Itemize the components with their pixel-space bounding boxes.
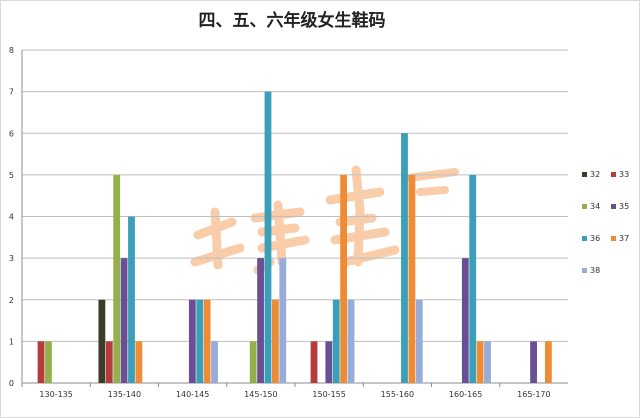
legend-label-35: 35 (619, 202, 629, 211)
legend-swatch-35 (611, 204, 616, 209)
bar-150-155-37 (340, 174, 348, 383)
legend-swatch-38 (582, 268, 587, 273)
y-tick-label: 1 (9, 337, 14, 346)
bar-165-170-37 (544, 341, 552, 383)
bar-145-150-38 (279, 258, 287, 383)
x-tick-label: 150-155 (312, 390, 345, 399)
legend-label-38: 38 (590, 266, 600, 275)
x-tick-label: 130-135 (39, 390, 72, 399)
bar-130-135-33 (37, 341, 45, 383)
legend-swatch-37 (611, 236, 616, 241)
bar-130-135-34 (45, 341, 52, 383)
y-tick-label: 4 (9, 213, 14, 222)
legend-label-36: 36 (590, 234, 600, 243)
y-tick-label: 7 (9, 88, 14, 97)
bar-160-165-35 (461, 258, 469, 383)
legend-label-33: 33 (619, 170, 629, 179)
chart-title: 四、五、六年级女生鞋码 (199, 10, 386, 31)
bar-135-140-32 (98, 299, 106, 383)
y-axis: 0 1 2 3 4 5 6 7 8 (9, 46, 23, 388)
bar-135-140-35 (120, 258, 128, 383)
bar-145-150-37 (271, 299, 279, 383)
x-tick-label: 140-145 (176, 390, 209, 399)
y-tick-label: 3 (9, 254, 14, 263)
legend-label-37: 37 (619, 234, 629, 243)
bar-140-145-35 (188, 299, 196, 383)
x-tick-label: 165-170 (517, 390, 550, 399)
x-tick-label: 160-165 (449, 390, 482, 399)
x-tick-label: 155-160 (381, 390, 414, 399)
legend-label-32: 32 (590, 170, 600, 179)
y-tick-label: 0 (9, 379, 14, 388)
bar-160-165-38 (484, 341, 491, 383)
bar-145-150-35 (257, 258, 264, 383)
legend-swatch-34 (582, 204, 587, 209)
legend: 32 33 34 35 36 37 38 (582, 170, 629, 275)
bar-140-145-37 (203, 299, 211, 383)
y-tick-label: 6 (9, 129, 14, 138)
bar-135-140-34 (113, 174, 121, 383)
legend-swatch-33 (611, 172, 616, 177)
y-tick-label: 8 (9, 46, 14, 55)
bar-135-140-33 (105, 341, 113, 383)
x-axis: 130-135 135-140 140-145 145-150 150-155 155-1… (21, 383, 551, 399)
bars (37, 91, 552, 383)
bar-135-140-36 (128, 216, 135, 383)
watermark-logo (190, 165, 459, 275)
bar-135-140-37 (135, 341, 143, 383)
bar-160-165-37 (476, 341, 484, 383)
x-tick-label: 145-150 (244, 390, 277, 399)
bar-140-145-38 (211, 341, 218, 383)
bar-150-155-33 (310, 341, 318, 383)
y-tick-label: 5 (9, 171, 14, 180)
bar-150-155-38 (347, 299, 355, 383)
bar-150-155-35 (325, 341, 333, 383)
bar-145-150-36 (264, 91, 272, 383)
x-tick-label: 135-140 (108, 390, 141, 399)
legend-swatch-32 (582, 172, 587, 177)
bar-155-160-38 (415, 299, 423, 383)
bar-155-160-36 (401, 133, 408, 383)
bar-140-145-36 (196, 299, 204, 383)
legend-label-34: 34 (590, 202, 600, 211)
bar-155-160-37 (408, 174, 416, 383)
bar-145-150-34 (249, 341, 257, 383)
y-tick-label: 2 (9, 296, 14, 305)
bar-150-155-36 (332, 299, 340, 383)
legend-swatch-36 (582, 236, 587, 241)
bar-165-170-35 (530, 341, 537, 383)
bar-160-165-36 (469, 174, 477, 383)
